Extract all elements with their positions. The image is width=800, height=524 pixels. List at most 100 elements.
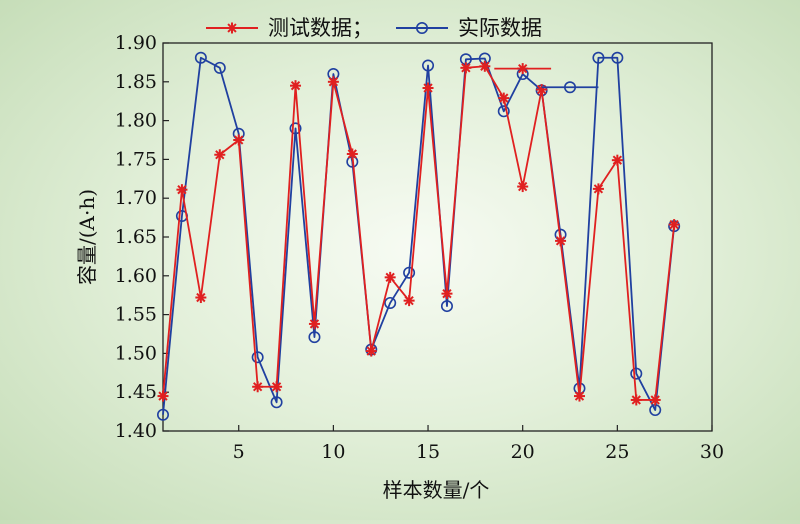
x-tick-label: 15 [416, 441, 440, 463]
data-point-test [573, 390, 585, 402]
data-point-actual [213, 61, 226, 74]
legend-label-test: 测试数据； [268, 16, 373, 40]
data-point-actual [157, 408, 170, 421]
data-point-test [365, 345, 377, 357]
data-point-actual [422, 59, 435, 72]
legend-fragment [494, 63, 599, 94]
data-point-test [308, 318, 320, 330]
marker-stroke [518, 181, 528, 192]
data-point-actual [403, 266, 416, 279]
y-tick-label: 1.75 [115, 148, 157, 170]
series-layer [157, 51, 681, 421]
x-tick-label: 30 [700, 441, 724, 463]
data-point-actual [440, 300, 453, 313]
data-point-test [592, 183, 604, 195]
data-point-test [441, 288, 453, 300]
y-tick-label: 1.80 [115, 110, 157, 132]
y-tick-label: 1.85 [115, 71, 157, 93]
data-point-test [176, 184, 188, 196]
marker-stroke [518, 63, 528, 74]
marker-stroke [461, 63, 471, 73]
marker-stroke [366, 346, 376, 356]
data-point-test [233, 134, 245, 146]
y-tick-label: 1.90 [115, 32, 157, 54]
data-point-actual [194, 51, 207, 64]
marker-stroke [290, 81, 301, 91]
y-tick-label: 1.55 [115, 304, 157, 326]
legend-marker-shape [415, 21, 428, 34]
x-axis-title: 样本数量/个 [383, 478, 490, 502]
series-test [157, 60, 680, 406]
legend-marker-actual [415, 21, 428, 34]
data-point-test [290, 80, 302, 92]
data-point-test [479, 60, 491, 72]
data-point-test [271, 381, 283, 393]
legend-fragment-marker-test [517, 63, 529, 75]
data-point-test [536, 84, 548, 96]
data-point-test [384, 271, 396, 283]
data-point-actual [308, 331, 321, 344]
data-point-test [630, 394, 642, 406]
data-point-actual [592, 51, 605, 64]
marker-stroke [385, 272, 395, 283]
marker-stroke [158, 391, 168, 401]
data-point-test [422, 82, 434, 94]
legend-marker-shape [226, 22, 238, 34]
y-axis: 1.40 1.45 1.50 1.55 1.60 1.65 1.70 1.75 1.80 1.85… [115, 32, 169, 442]
marker-stroke [227, 23, 237, 33]
marker-stroke [271, 382, 282, 392]
data-point-test [403, 295, 415, 307]
y-tick-label: 1.60 [115, 265, 157, 287]
legend-marker-test [226, 22, 238, 34]
y-tick-label: 1.50 [115, 342, 157, 364]
marker-stroke [309, 319, 320, 329]
data-point-test [555, 235, 567, 247]
y-tick-label: 1.40 [115, 420, 157, 442]
data-point-test [460, 62, 472, 74]
data-point-actual [251, 351, 264, 364]
marker-stroke [612, 155, 623, 165]
marker-stroke [650, 395, 660, 405]
legend-label-actual: 实际数据 [458, 16, 542, 40]
marker-stroke [328, 77, 339, 87]
x-tick-label: 5 [233, 441, 245, 463]
marker-stroke [442, 288, 452, 299]
series-actual [157, 51, 681, 421]
y-tick-label: 1.65 [115, 226, 157, 248]
marker-stroke [499, 93, 509, 103]
data-point-test [252, 381, 264, 393]
x-tick-label: 25 [605, 441, 629, 463]
data-point-actual [289, 122, 302, 135]
y-tick-label: 1.45 [115, 381, 157, 403]
marker-stroke [669, 219, 679, 230]
data-point-test [668, 219, 680, 231]
marker-stroke [252, 382, 263, 392]
x-tick-label: 20 [511, 441, 535, 463]
data-point-actual [630, 367, 643, 380]
x-tick-label: 10 [321, 441, 345, 463]
data-point-actual [497, 105, 510, 118]
marker-stroke [196, 292, 206, 303]
data-point-test [611, 154, 623, 166]
marker-stroke [574, 391, 585, 401]
data-point-test [327, 76, 339, 88]
marker-stroke [177, 184, 187, 195]
marker-stroke [631, 395, 641, 405]
data-point-test [498, 92, 510, 104]
series-line-test [162, 65, 676, 401]
data-point-test [157, 390, 169, 402]
data-point-test [346, 148, 358, 160]
marker-stroke [347, 149, 357, 159]
marker-stroke [593, 184, 604, 194]
marker-stroke [234, 135, 244, 145]
legend: 测试数据； 实际数据 [206, 16, 542, 40]
data-point-actual [384, 296, 397, 309]
marker-stroke [215, 150, 225, 160]
data-point-test [214, 149, 226, 161]
data-point-actual [270, 396, 283, 409]
marker-stroke [555, 236, 566, 246]
data-point-test [517, 181, 529, 193]
marker-stroke [480, 61, 490, 71]
